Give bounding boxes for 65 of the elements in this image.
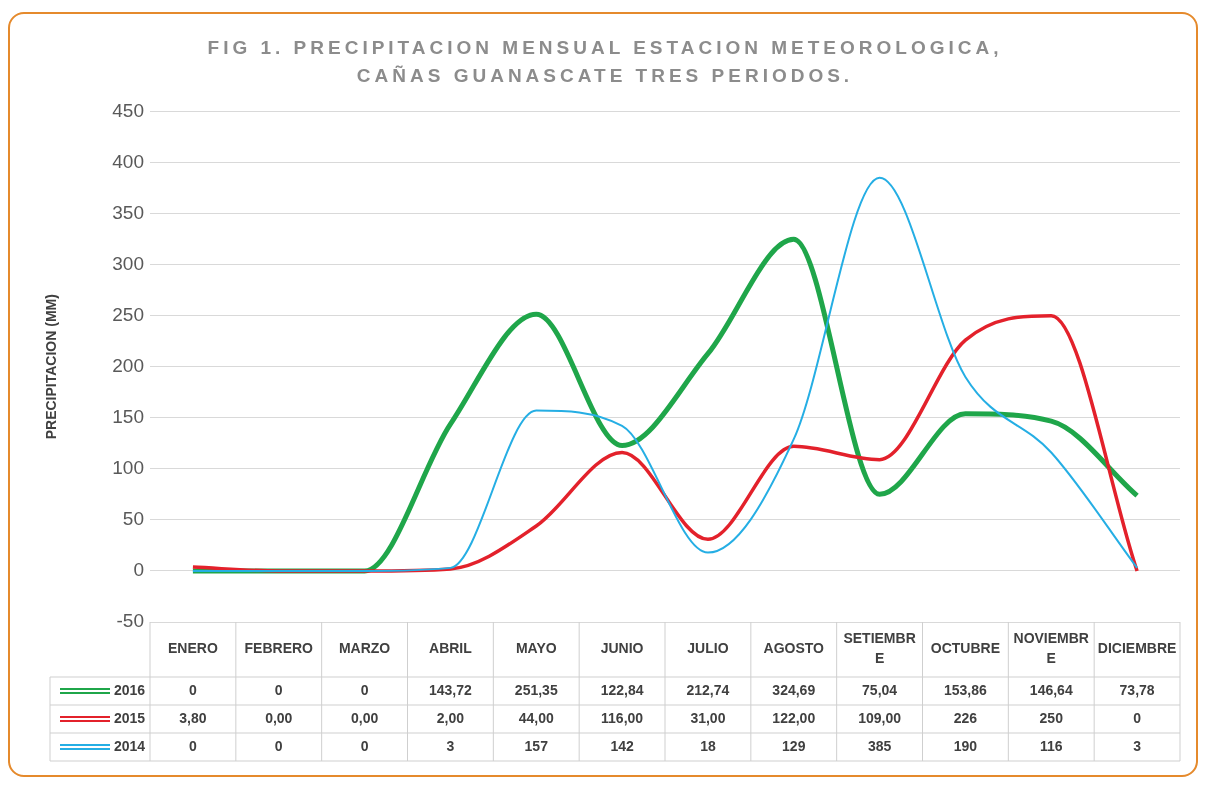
x-tick-label: AGOSTO	[763, 640, 825, 657]
data-label: 2,00	[436, 709, 465, 726]
data-label: 0	[360, 737, 369, 754]
data-label: 0,00	[265, 709, 293, 726]
data-label: 109,00	[858, 709, 902, 726]
data-label: 0	[189, 737, 198, 754]
legend-label: 2014	[114, 737, 146, 754]
data-label: 44,00	[518, 709, 554, 726]
x-tick-label: JUNIO	[600, 640, 644, 657]
data-label: 0	[274, 681, 283, 698]
data-label: 251,35	[514, 681, 558, 698]
y-tick-label: 0	[133, 559, 144, 581]
data-label: 116,00	[601, 709, 644, 726]
data-label: 0,00	[350, 709, 379, 726]
y-tick-label: 200	[112, 354, 144, 376]
data-label: 212,74	[686, 681, 730, 698]
data-label: 73,78	[1119, 681, 1155, 698]
data-label: 18	[700, 737, 716, 754]
x-tick-label: MARZO	[338, 640, 391, 657]
data-label: 157	[524, 737, 549, 754]
data-label: 31,00	[690, 709, 726, 726]
data-label: 0	[1133, 709, 1142, 726]
data-label: 122,00	[772, 709, 816, 726]
data-label: 324,69	[772, 681, 816, 698]
x-tick-label: SETIEMBRE	[843, 630, 916, 667]
data-label: 0	[189, 681, 198, 698]
data-label: 143,72	[429, 681, 473, 698]
y-tick-label: 300	[112, 252, 144, 274]
y-tick-label: 400	[112, 150, 144, 172]
data-label: 146,64	[1029, 681, 1073, 698]
x-tick-label: OCTUBRE	[930, 640, 1001, 657]
x-tick-label: ABRIL	[429, 640, 473, 657]
data-label: 122,84	[600, 681, 644, 698]
y-tick-label: 100	[112, 457, 144, 479]
y-tick-label: 350	[112, 201, 144, 223]
y-tick-label: 50	[122, 508, 144, 530]
data-label: 3,80	[179, 709, 207, 726]
data-label: 190	[953, 737, 978, 754]
data-label: 3	[1133, 737, 1142, 754]
data-label: 0	[360, 681, 369, 698]
y-tick-label: 250	[112, 303, 144, 325]
y-tick-label: 450	[112, 99, 144, 121]
data-label: 75,04	[862, 681, 898, 698]
legend-label: 2015	[114, 709, 146, 726]
data-label: 0	[274, 737, 283, 754]
x-tick-label: NOVIEMBRE	[1013, 630, 1089, 667]
y-tick-label: -50	[116, 610, 144, 632]
x-tick-label: FEBRERO	[244, 640, 314, 657]
chart-title: FIG 1. PRECIPITACION MENSUAL ESTACION METEOROLOGICA, CAÑAS GUANASCATE TRES PERIODOS.	[206, 36, 1004, 88]
data-label: 3	[446, 737, 455, 754]
data-label: 153,86	[944, 681, 988, 698]
data-label: 116	[1039, 737, 1063, 754]
x-tick-label: ENERO	[168, 640, 218, 657]
data-label: 385	[867, 737, 892, 754]
data-label: 142	[610, 737, 634, 754]
data-label: 226	[953, 709, 978, 726]
x-tick-label: JULIO	[687, 640, 729, 657]
data-label: 250	[1039, 709, 1064, 726]
y-axis-title: PRECIPITACION (MM)	[43, 294, 60, 440]
legend-label: 2016	[114, 681, 146, 698]
x-tick-label: MAYO	[515, 640, 557, 657]
data-label: 129	[782, 737, 806, 754]
line-series	[191, 176, 1139, 572]
x-tick-label: DICIEMBRE	[1097, 640, 1177, 657]
y-tick-label: 150	[112, 405, 144, 427]
